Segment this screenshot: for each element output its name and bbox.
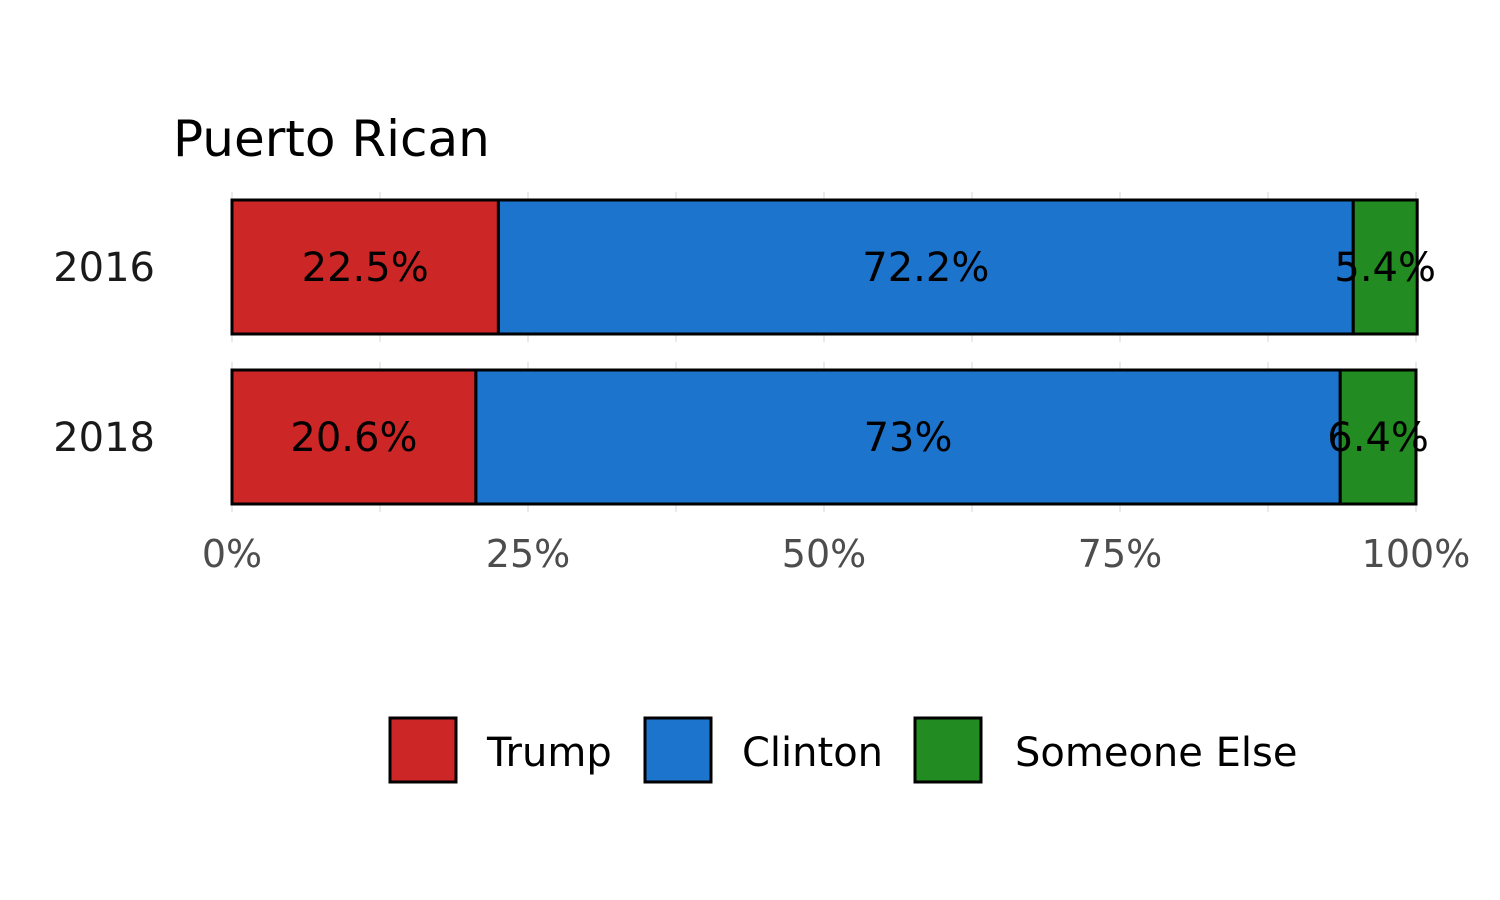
data-label: 6.4% — [1327, 415, 1429, 461]
bar-trump-2018 — [230, 368, 478, 506]
legend-label: Clinton — [742, 730, 883, 776]
data-labels: 22.5% 72.2% 5.4% 20.6% 73% 6.4% — [290, 245, 1436, 461]
data-label: 5.4% — [1334, 245, 1436, 291]
data-label: 72.2% — [862, 245, 989, 291]
bar-someone-else-2018 — [1338, 368, 1418, 506]
axes: 2016 2018 0% 25% 50% 75% 100% — [53, 245, 1470, 576]
legend-label: Trump — [486, 730, 612, 776]
legend-label: Someone Else — [1015, 730, 1297, 776]
bar-clinton-2016 — [496, 198, 1355, 336]
bars — [230, 198, 1419, 506]
chart-title: Puerto Rican — [173, 110, 490, 168]
x-tick-label: 75% — [1078, 532, 1162, 576]
legend: Trump Clinton Someone Else — [388, 716, 1297, 784]
x-tick-label: 0% — [202, 532, 262, 576]
data-label: 22.5% — [302, 245, 429, 291]
y-tick-label: 2016 — [53, 245, 155, 291]
y-tick-label: 2018 — [53, 415, 155, 461]
x-tick-label: 25% — [486, 532, 570, 576]
legend-key-someone-else — [913, 716, 983, 784]
data-label: 73% — [864, 415, 953, 461]
legend-key-clinton — [643, 716, 713, 784]
x-tick-label: 50% — [782, 532, 866, 576]
data-label: 20.6% — [290, 415, 417, 461]
legend-key-trump — [388, 716, 458, 784]
x-tick-label: 100% — [1362, 532, 1471, 576]
bar-someone-else-2016 — [1351, 198, 1419, 336]
